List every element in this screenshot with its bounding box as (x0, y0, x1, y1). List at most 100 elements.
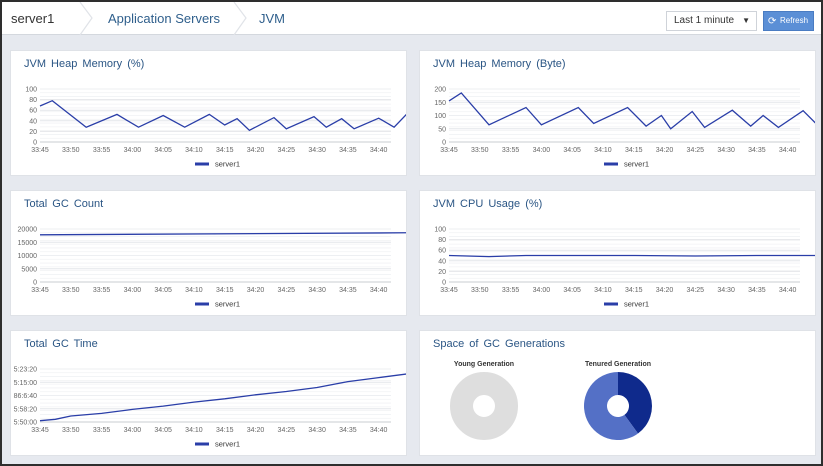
x-tick-label: 34:20 (247, 427, 265, 434)
chart-title: JVM CPU Usage (%) (433, 198, 543, 210)
x-tick-label: 34:40 (370, 287, 388, 294)
series-line-server1 (39, 99, 406, 132)
y-tick-label: 5:50:00 (14, 420, 37, 427)
x-tick-label: 34:05 (154, 147, 172, 154)
x-tick-label: 33:55 (93, 287, 111, 294)
x-tick-label: 34:40 (779, 147, 797, 154)
chart-gc-time: 5:50:00 5:58:20 86:6:40 5:15:00 5:23:20 33:45… (14, 367, 406, 449)
refresh-label: Refresh (780, 16, 809, 25)
y-tick-label: 0 (33, 280, 37, 287)
legend-entry[interactable]: server1 (624, 300, 649, 309)
x-tick-label: 34:20 (656, 287, 674, 294)
x-tick-label: 33:55 (502, 287, 520, 294)
x-tick-label: 34:15 (625, 147, 643, 154)
refresh-button[interactable]: ⟳ Refresh (763, 11, 814, 31)
x-tick-label: 33:50 (62, 287, 80, 294)
y-tick-label: 80 (29, 97, 37, 104)
x-tick-label: 34:25 (278, 427, 296, 434)
chart-gc-count: 0 5000 10000 15000 20000 33:45 33:50 33:55 34:00… (18, 227, 406, 309)
series-line-server1 (39, 232, 406, 236)
pie-label: Young Generation (454, 361, 514, 368)
panel-heap-pct: JVM Heap Memory (%) 0 20 40 60 80 100 33:45 33:… (10, 50, 407, 176)
panel-cpu-usage: JVM CPU Usage (%) 0 20 40 60 80 100 33:45 33:50… (419, 190, 816, 316)
y-tick-label: 0 (442, 140, 446, 147)
y-tick-label: 86:6:40 (14, 393, 37, 400)
y-tick-label: 10000 (18, 253, 38, 260)
x-tick-label: 34:20 (247, 147, 265, 154)
x-tick-label: 34:05 (563, 287, 581, 294)
chart-heap-byte: 0 50 100 150 200 33:45 33:50 33:55 34:00 34:05 34:… (434, 87, 815, 169)
y-tick-label: 50 (438, 126, 446, 133)
x-tick-label: 34:15 (216, 147, 234, 154)
y-tick-label: 5:15:00 (14, 380, 37, 387)
x-tick-label: 34:40 (370, 147, 388, 154)
x-tick-label: 34:00 (124, 427, 142, 434)
x-tick-label: 34:30 (308, 147, 326, 154)
breadcrumb-separator-icon (233, 2, 247, 35)
y-tick-label: 100 (434, 113, 446, 120)
legend-entry[interactable]: server1 (624, 160, 649, 169)
x-tick-label: 34:35 (339, 287, 357, 294)
x-tick-label: 33:45 (31, 427, 49, 434)
time-range-select[interactable]: Last 1 minute ▼ (666, 11, 757, 31)
series-line-server1 (448, 92, 815, 130)
x-tick-label: 34:00 (124, 287, 142, 294)
x-tick-label: 33:55 (93, 427, 111, 434)
y-tick-label: 5:58:20 (14, 406, 37, 413)
y-tick-label: 150 (434, 100, 446, 107)
breadcrumb-page: JVM (259, 11, 285, 26)
legend-entry[interactable]: server1 (215, 160, 240, 169)
chart-title: Total GC Time (24, 338, 98, 350)
y-tick-label: 200 (434, 87, 446, 94)
panel-gc-generations: Space of GC Generations Young Generation… (419, 330, 816, 456)
y-tick-label: 60 (438, 248, 446, 255)
chart-gc-generations: Young Generation Tenured Generation (450, 361, 652, 440)
legend-entry[interactable]: server1 (215, 440, 240, 449)
caret-down-icon: ▼ (742, 16, 750, 25)
x-tick-label: 33:50 (471, 147, 489, 154)
x-tick-label: 34:10 (594, 287, 612, 294)
x-tick-label: 34:20 (247, 287, 265, 294)
pie-label: Tenured Generation (585, 361, 651, 368)
x-tick-label: 34:00 (124, 147, 142, 154)
x-tick-label: 34:25 (278, 287, 296, 294)
x-tick-label: 33:55 (93, 147, 111, 154)
y-tick-label: 100 (434, 227, 446, 234)
y-tick-label: 15000 (18, 240, 38, 247)
x-tick-label: 34:30 (717, 147, 735, 154)
refresh-icon: ⟳ (768, 16, 777, 27)
x-tick-label: 34:35 (339, 147, 357, 154)
breadcrumb-server[interactable]: server1 (11, 11, 55, 26)
y-tick-label: 5000 (21, 266, 37, 273)
x-tick-label: 34:35 (339, 427, 357, 434)
chart-title: JVM Heap Memory (%) (24, 58, 145, 70)
chart-title: JVM Heap Memory (Byte) (433, 58, 566, 70)
y-tick-label: 40 (29, 118, 37, 125)
x-tick-label: 34:30 (308, 427, 326, 434)
y-tick-label: 20 (29, 129, 37, 136)
time-range-value: Last 1 minute (674, 15, 735, 26)
panel-gc-time: Total GC Time 5:50:00 5:58:20 86:6:40 5:15:… (10, 330, 407, 456)
x-tick-label: 34:25 (278, 147, 296, 154)
y-tick-label: 100 (25, 87, 37, 94)
x-tick-label: 34:30 (308, 287, 326, 294)
pie-slice[interactable] (618, 372, 652, 434)
breadcrumb-section[interactable]: Application Servers (108, 11, 220, 26)
series-line-server1 (39, 373, 406, 422)
legend-entry[interactable]: server1 (215, 300, 240, 309)
x-tick-label: 34:10 (185, 427, 203, 434)
y-tick-label: 20 (438, 269, 446, 276)
x-tick-label: 34:15 (216, 427, 234, 434)
x-tick-label: 34:30 (717, 287, 735, 294)
x-tick-label: 33:50 (62, 427, 80, 434)
chart-title: Space of GC Generations (433, 338, 565, 350)
chart-heap-pct: 0 20 40 60 80 100 33:45 33:50 33:55 34:00 34:05 34:… (25, 87, 406, 169)
x-tick-label: 34:10 (594, 147, 612, 154)
x-tick-label: 34:05 (154, 287, 172, 294)
pie-slice[interactable] (584, 372, 638, 440)
x-tick-label: 34:35 (748, 287, 766, 294)
x-tick-label: 34:40 (779, 287, 797, 294)
pie-slice[interactable] (450, 372, 518, 440)
x-tick-label: 33:45 (31, 287, 49, 294)
y-tick-label: 0 (33, 140, 37, 147)
